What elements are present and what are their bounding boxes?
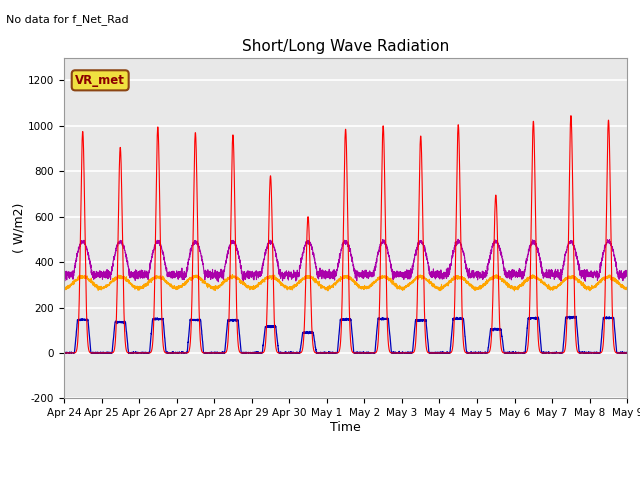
LW out bbox=[60, 272, 68, 278]
LW in bbox=[161, 278, 169, 284]
Line: SW in: SW in bbox=[64, 116, 627, 353]
LW in bbox=[623, 286, 631, 291]
LW out bbox=[623, 271, 630, 277]
SW out bbox=[161, 340, 169, 346]
Title: Short/Long Wave Radiation: Short/Long Wave Radiation bbox=[242, 39, 449, 54]
SW in bbox=[60, 350, 68, 356]
LW out bbox=[472, 273, 480, 278]
SW out bbox=[472, 349, 479, 355]
LW out bbox=[623, 269, 631, 275]
LW out bbox=[161, 262, 169, 268]
SW in bbox=[441, 350, 449, 356]
LW out bbox=[441, 273, 449, 278]
LW in bbox=[511, 288, 518, 294]
Y-axis label: ( W/m2): ( W/m2) bbox=[12, 203, 25, 253]
SW out bbox=[504, 350, 511, 356]
SW out bbox=[441, 350, 449, 356]
LW out bbox=[325, 272, 333, 277]
LW out bbox=[504, 270, 512, 276]
SW in bbox=[623, 350, 630, 356]
Line: LW out: LW out bbox=[64, 239, 627, 282]
Line: LW in: LW in bbox=[64, 275, 627, 291]
LW in bbox=[228, 272, 236, 277]
LW in bbox=[472, 285, 480, 291]
SW in bbox=[567, 113, 575, 119]
SW out bbox=[572, 313, 580, 319]
SW in bbox=[623, 350, 631, 356]
LW in bbox=[504, 282, 512, 288]
LW out bbox=[214, 279, 222, 285]
SW in bbox=[324, 350, 332, 356]
Text: VR_met: VR_met bbox=[76, 74, 125, 87]
Line: SW out: SW out bbox=[64, 316, 627, 353]
LW out bbox=[454, 236, 462, 242]
X-axis label: Time: Time bbox=[330, 421, 361, 434]
SW in bbox=[472, 350, 479, 356]
SW in bbox=[161, 350, 169, 356]
SW in bbox=[504, 350, 511, 356]
SW out bbox=[623, 350, 631, 356]
LW in bbox=[441, 284, 449, 290]
LW in bbox=[60, 285, 68, 290]
Text: No data for f_Net_Rad: No data for f_Net_Rad bbox=[6, 14, 129, 25]
SW out bbox=[623, 350, 630, 356]
SW out bbox=[324, 350, 332, 356]
SW out bbox=[60, 350, 68, 356]
LW in bbox=[623, 284, 630, 290]
LW in bbox=[325, 284, 333, 290]
